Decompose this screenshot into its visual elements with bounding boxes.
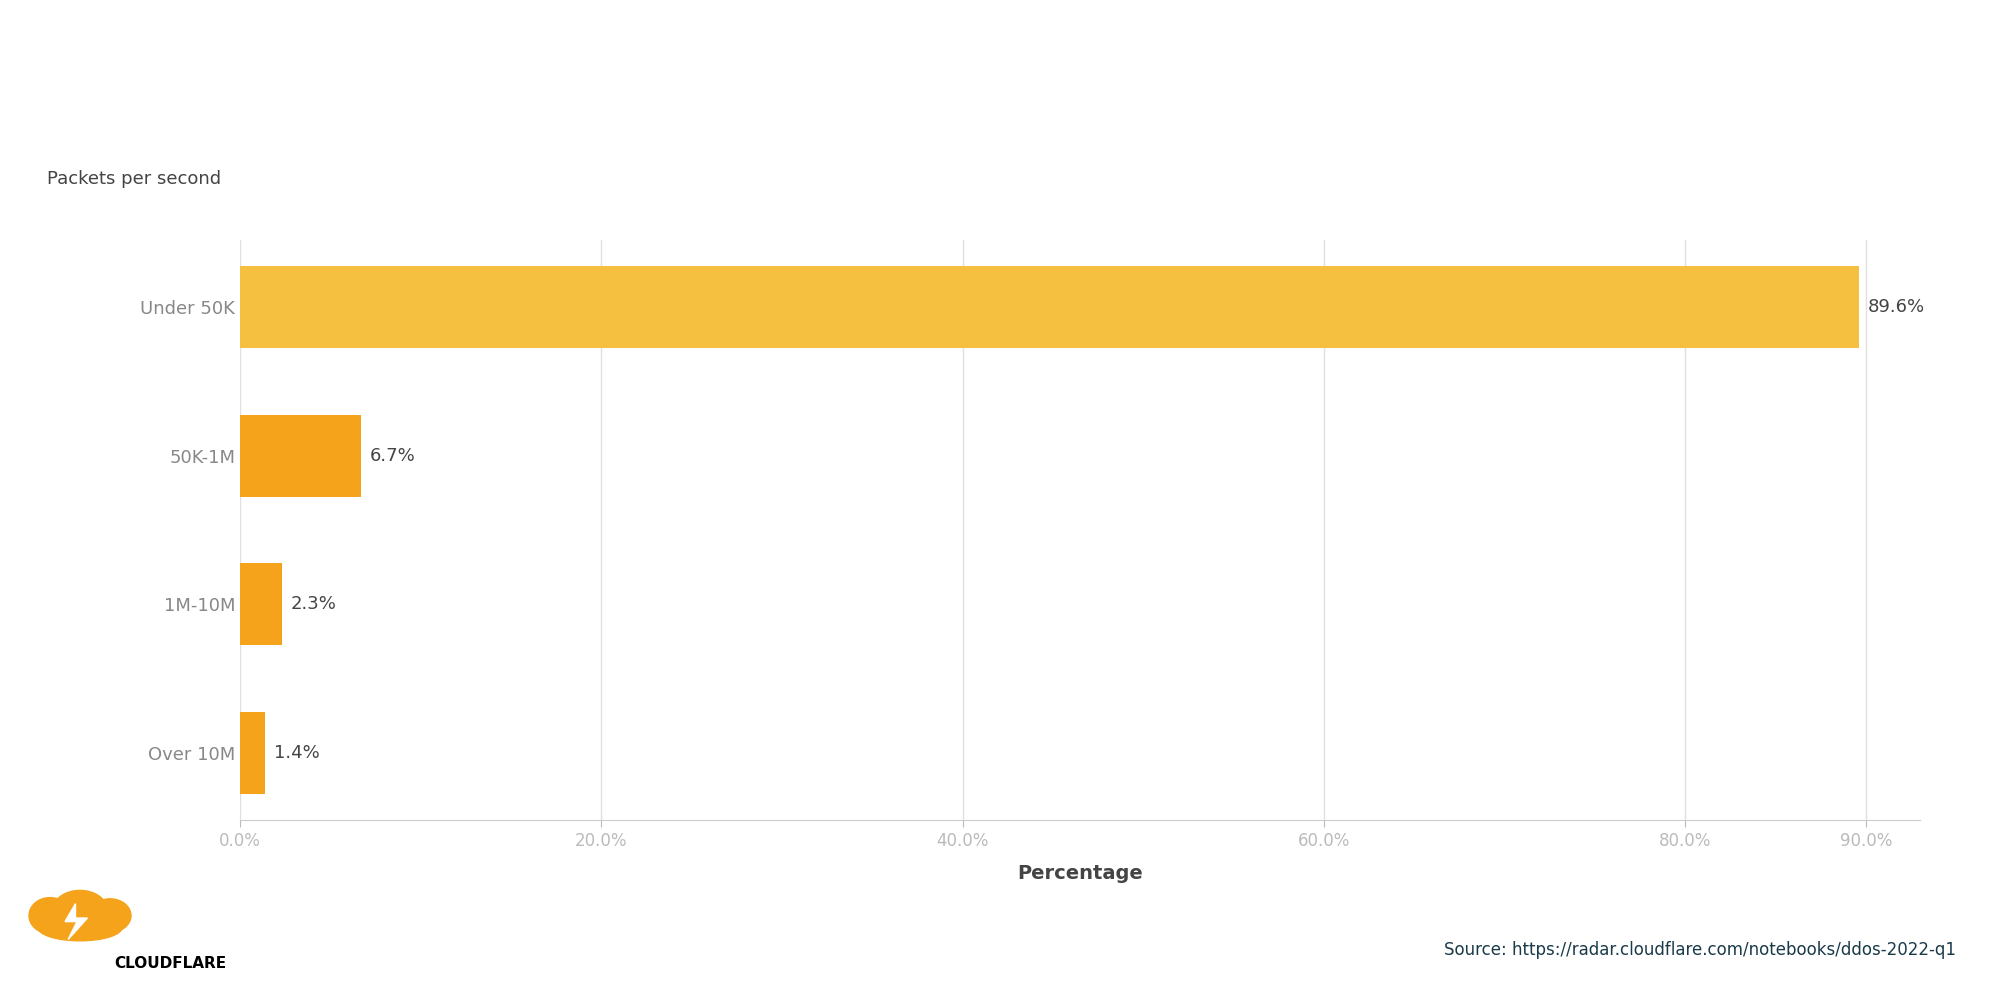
Text: Network-Layer DDoS Attacks - Distribution by packet rate: Network-Layer DDoS Attacks - Distributio…	[60, 93, 1328, 131]
Text: 1.4%: 1.4%	[274, 744, 320, 762]
Bar	[240, 712, 266, 794]
Text: CLOUDFLARE: CLOUDFLARE	[114, 956, 226, 971]
Text: Packets per second: Packets per second	[46, 170, 220, 188]
Text: Source: https://radar.cloudflare.com/notebooks/ddos-2022-q1: Source: https://radar.cloudflare.com/not…	[1444, 941, 1956, 959]
Text: 6.7%: 6.7%	[370, 447, 416, 465]
Ellipse shape	[28, 898, 72, 934]
X-axis label: Percentage: Percentage	[1018, 864, 1142, 883]
Ellipse shape	[88, 899, 132, 932]
Bar	[240, 415, 362, 497]
Ellipse shape	[52, 890, 108, 929]
Ellipse shape	[38, 914, 122, 941]
Bar	[240, 266, 1858, 348]
Text: 89.6%: 89.6%	[1868, 298, 1924, 316]
Polygon shape	[64, 904, 88, 940]
Bar	[240, 563, 282, 645]
Text: 2.3%: 2.3%	[290, 595, 336, 613]
